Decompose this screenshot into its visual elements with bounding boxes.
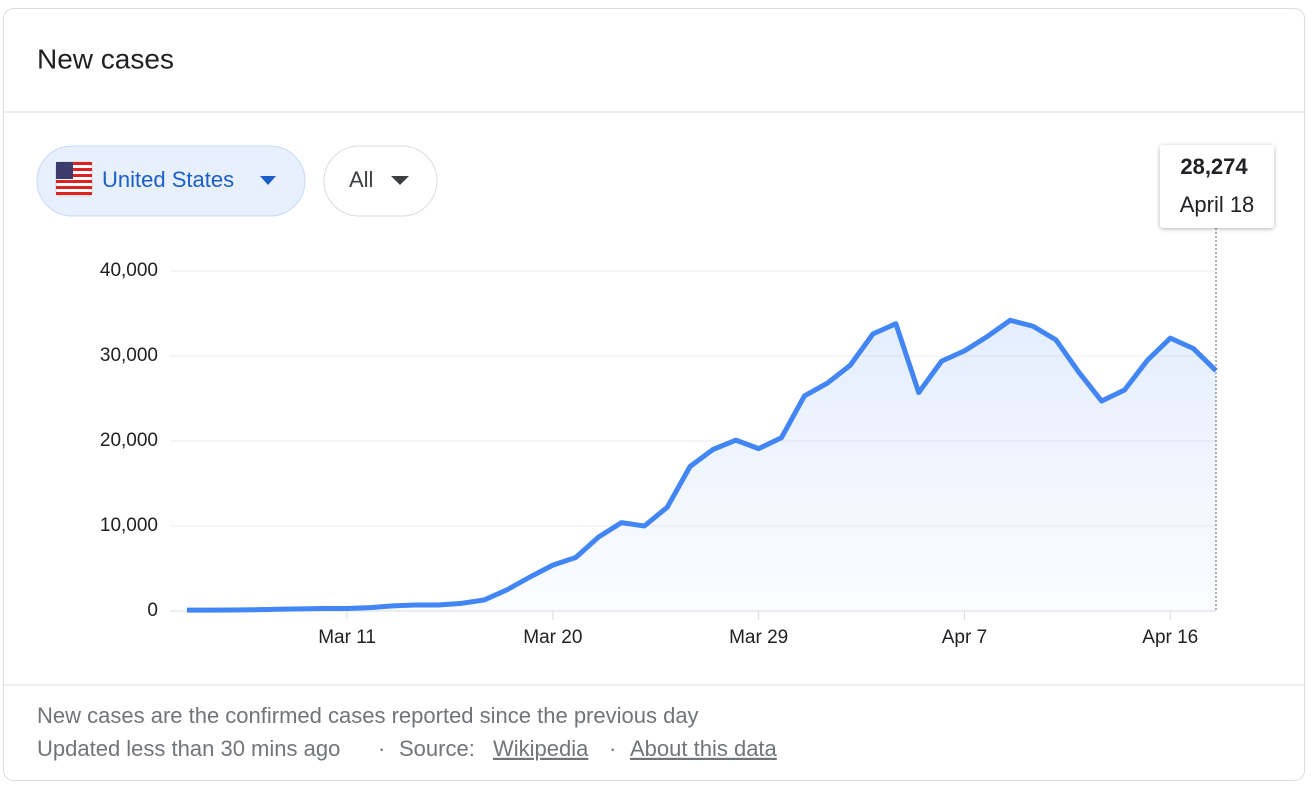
area <box>187 320 1216 611</box>
x-tick-label: Mar 29 <box>729 627 788 648</box>
region-label: United States <box>102 167 234 192</box>
tooltip-value: 28,274 <box>1180 154 1248 179</box>
updated: Updated less than 30 mins ago <box>37 736 340 761</box>
y-tick-label: 10,000 <box>100 515 158 536</box>
separator: · <box>609 736 616 761</box>
x-tick-label: Mar 11 <box>318 627 376 648</box>
footer-note: New cases are the confirmed cases report… <box>37 703 699 728</box>
source-label: Source: <box>399 736 475 761</box>
x-tick-label: Mar 20 <box>523 627 582 648</box>
tooltip-date: April 18 <box>1180 192 1255 217</box>
plot: 0 10,000 20,000 30,000 40,000 Mar 11 Mar 20 Mar… <box>100 260 1218 648</box>
tooltip <box>1160 145 1274 228</box>
y-tick-label: 30,000 <box>100 345 158 366</box>
scope-chip[interactable] <box>323 145 438 217</box>
dropdown-arrow <box>260 176 276 185</box>
x-tick-label: Apr 16 <box>1142 627 1198 648</box>
x-tick-label: Apr 7 <box>942 627 987 648</box>
card-title: New cases <box>37 43 174 74</box>
scope-label: All <box>349 167 373 192</box>
region-chip[interactable] <box>36 145 306 217</box>
y-tick-label: 40,000 <box>100 260 158 281</box>
source-link[interactable]: Wikipedia <box>493 736 589 761</box>
about-link[interactable]: About this data <box>630 736 778 761</box>
separator: · <box>378 736 385 761</box>
flag <box>55 161 93 197</box>
y-tick-label: 20,000 <box>100 430 158 451</box>
dropdown-arrow <box>391 176 409 185</box>
card-border <box>3 8 1305 781</box>
y-tick-label: 0 <box>147 600 158 621</box>
line <box>187 317 1218 613</box>
